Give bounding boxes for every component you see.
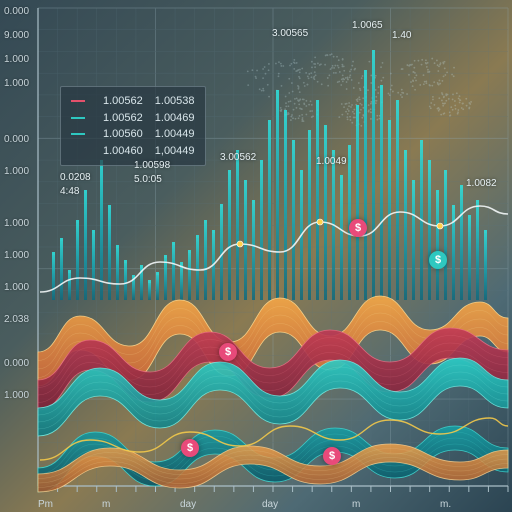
- y-axis-label: 1.000: [4, 282, 29, 293]
- value-callout: 0.0208: [60, 172, 91, 183]
- value-callout: 1.0049: [316, 156, 347, 167]
- dollar-icon: $: [219, 343, 237, 361]
- y-axis-label: 0.000: [4, 6, 29, 17]
- legend-swatch: [71, 117, 85, 119]
- value-callout: 5.0:05: [134, 174, 162, 185]
- y-axis-label: 9.000: [4, 30, 29, 41]
- y-axis-label: 2.038: [4, 314, 29, 325]
- y-axis-label: 0.000: [4, 134, 29, 145]
- chart-stage: 1.005621.005381.005621.004691.005601.004…: [0, 0, 512, 512]
- legend-value: 1.00562: [103, 110, 143, 127]
- dollar-icon: $: [429, 251, 447, 269]
- y-axis-label: 1.000: [4, 166, 29, 177]
- y-axis-label: 0.000: [4, 358, 29, 369]
- legend-value: 1.00449: [155, 126, 195, 143]
- value-callout: 1.00598: [134, 160, 170, 171]
- legend-value: 1.00538: [155, 93, 195, 110]
- y-axis-label: 1.000: [4, 250, 29, 261]
- legend-value: 1.00460: [103, 143, 143, 160]
- legend-swatch: [71, 100, 85, 102]
- value-callout: 3.00565: [272, 28, 308, 39]
- dollar-icon: $: [181, 439, 199, 457]
- legend-row: 1.00562 1.00538: [71, 93, 195, 110]
- dollar-icon: $: [349, 219, 367, 237]
- y-axis-label: 1.000: [4, 218, 29, 229]
- legend-row: 1.00562 1.00469: [71, 110, 195, 127]
- value-callout: 4:48: [60, 186, 79, 197]
- value-callout: 1.0065: [352, 20, 383, 31]
- value-callout: 1.0082: [466, 178, 497, 189]
- legend-row: 1.00460 1,00449: [71, 143, 195, 160]
- legend-row: 1.00560 1.00449: [71, 126, 195, 143]
- legend-swatch: [71, 133, 85, 135]
- y-axis-label: 1.000: [4, 54, 29, 65]
- value-callout: 1.40: [392, 30, 411, 41]
- legend-box: 1.005621.005381.005621.004691.005601.004…: [60, 86, 206, 166]
- legend-value: 1.00560: [103, 126, 143, 143]
- x-axis-label: m: [352, 499, 360, 510]
- legend-value: 1,00449: [155, 143, 195, 160]
- dollar-icon: $: [323, 447, 341, 465]
- y-axis-label: 1.000: [4, 78, 29, 89]
- legend-value: 1.00469: [155, 110, 195, 127]
- x-axis-label: day: [180, 499, 196, 510]
- x-axis-label: day: [262, 499, 278, 510]
- value-callout: 3.00562: [220, 152, 256, 163]
- x-axis-label: m: [102, 499, 110, 510]
- x-axis-label: Pm: [38, 499, 53, 510]
- x-axis-label: m.: [440, 499, 451, 510]
- legend-value: 1.00562: [103, 93, 143, 110]
- y-axis-label: 1.000: [4, 390, 29, 401]
